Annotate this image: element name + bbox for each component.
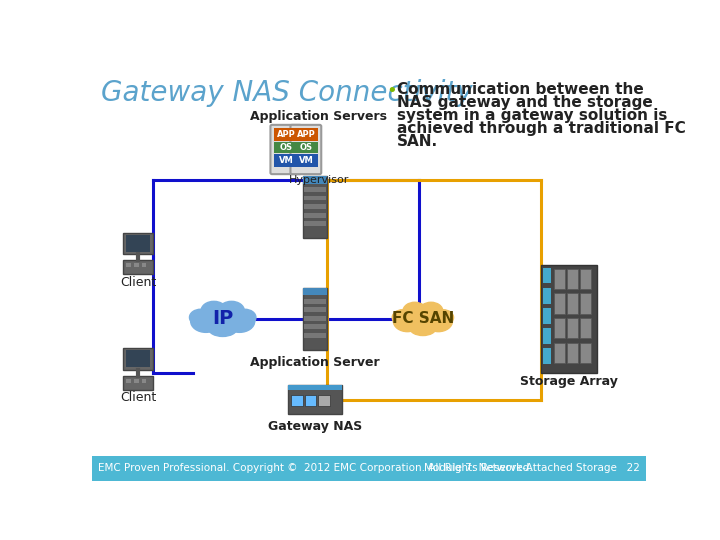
FancyBboxPatch shape [303,288,328,350]
FancyBboxPatch shape [567,343,577,363]
Text: Storage Array: Storage Array [521,375,618,388]
FancyBboxPatch shape [541,265,597,373]
Text: achieved through a traditional FC: achieved through a traditional FC [397,121,685,136]
FancyBboxPatch shape [294,128,318,141]
FancyBboxPatch shape [123,233,153,254]
FancyBboxPatch shape [123,376,153,390]
FancyBboxPatch shape [580,318,590,338]
FancyBboxPatch shape [580,269,590,289]
Text: APP: APP [297,130,315,139]
Text: EMC Proven Professional. Copyright ©  2012 EMC Corporation. All Rights Reserved.: EMC Proven Professional. Copyright © 201… [98,463,533,473]
Text: VM: VM [299,156,313,165]
Ellipse shape [191,310,221,332]
Text: Application Server: Application Server [251,356,380,369]
Text: VM: VM [279,156,293,165]
FancyBboxPatch shape [554,343,564,363]
FancyBboxPatch shape [123,348,153,370]
Text: NAS gateway and the storage: NAS gateway and the storage [397,95,652,110]
Ellipse shape [403,302,426,320]
Ellipse shape [419,302,443,320]
Ellipse shape [219,301,244,320]
FancyBboxPatch shape [274,141,298,153]
FancyBboxPatch shape [274,128,298,141]
Text: OS: OS [300,143,312,152]
Text: Client: Client [120,276,156,289]
FancyBboxPatch shape [92,456,647,481]
Text: Module 7: Network-Attached Storage   22: Module 7: Network-Attached Storage 22 [424,463,640,473]
FancyBboxPatch shape [305,204,326,209]
FancyBboxPatch shape [294,154,318,167]
FancyBboxPatch shape [305,187,326,192]
FancyBboxPatch shape [567,269,577,289]
Text: system in a gateway solution is: system in a gateway solution is [397,108,667,123]
FancyBboxPatch shape [567,318,577,338]
FancyBboxPatch shape [305,325,326,329]
Text: Client: Client [120,392,156,404]
FancyBboxPatch shape [567,294,577,314]
FancyBboxPatch shape [134,264,139,267]
Ellipse shape [433,310,454,325]
Text: SAN.: SAN. [397,134,438,149]
Ellipse shape [424,310,452,332]
FancyBboxPatch shape [126,235,150,252]
Text: FC SAN: FC SAN [392,312,454,326]
FancyBboxPatch shape [303,177,328,238]
FancyBboxPatch shape [305,221,326,226]
FancyBboxPatch shape [543,348,551,363]
Ellipse shape [393,310,421,332]
Ellipse shape [402,305,444,333]
FancyBboxPatch shape [291,395,303,406]
FancyBboxPatch shape [543,288,551,303]
FancyBboxPatch shape [142,379,146,383]
FancyBboxPatch shape [303,177,328,184]
FancyBboxPatch shape [543,268,551,284]
FancyBboxPatch shape [305,195,326,200]
FancyBboxPatch shape [271,125,301,174]
Ellipse shape [201,301,227,320]
FancyBboxPatch shape [303,288,328,295]
Ellipse shape [233,309,256,326]
FancyBboxPatch shape [580,343,590,363]
Text: Gateway NAS: Gateway NAS [268,420,362,433]
Ellipse shape [189,309,212,326]
Ellipse shape [208,320,237,336]
FancyBboxPatch shape [294,141,318,153]
Text: APP: APP [276,130,295,139]
FancyBboxPatch shape [305,307,326,312]
FancyBboxPatch shape [142,264,146,267]
FancyBboxPatch shape [305,333,326,338]
Ellipse shape [201,304,245,334]
Text: •: • [386,82,397,100]
FancyBboxPatch shape [305,213,326,218]
Text: OS: OS [279,143,292,152]
FancyBboxPatch shape [288,385,342,390]
FancyBboxPatch shape [305,395,317,406]
FancyBboxPatch shape [126,350,150,367]
FancyBboxPatch shape [134,379,139,383]
Text: Application Servers: Application Servers [251,110,387,123]
FancyBboxPatch shape [274,154,298,167]
FancyBboxPatch shape [290,125,321,174]
Text: IP: IP [212,309,233,328]
Ellipse shape [225,310,255,332]
FancyBboxPatch shape [305,316,326,321]
FancyBboxPatch shape [127,379,131,383]
FancyBboxPatch shape [127,264,131,267]
Text: Communication between the: Communication between the [397,82,644,97]
FancyBboxPatch shape [305,299,326,303]
FancyBboxPatch shape [554,318,564,338]
FancyBboxPatch shape [123,260,153,274]
FancyBboxPatch shape [580,294,590,314]
Ellipse shape [410,320,436,335]
Text: Hypervisor: Hypervisor [289,175,349,185]
FancyBboxPatch shape [554,294,564,314]
FancyBboxPatch shape [543,328,551,343]
Ellipse shape [392,310,413,325]
Text: Gateway NAS Connectivity: Gateway NAS Connectivity [101,79,473,107]
FancyBboxPatch shape [554,269,564,289]
FancyBboxPatch shape [543,308,551,323]
FancyBboxPatch shape [318,395,330,406]
FancyBboxPatch shape [288,385,342,414]
